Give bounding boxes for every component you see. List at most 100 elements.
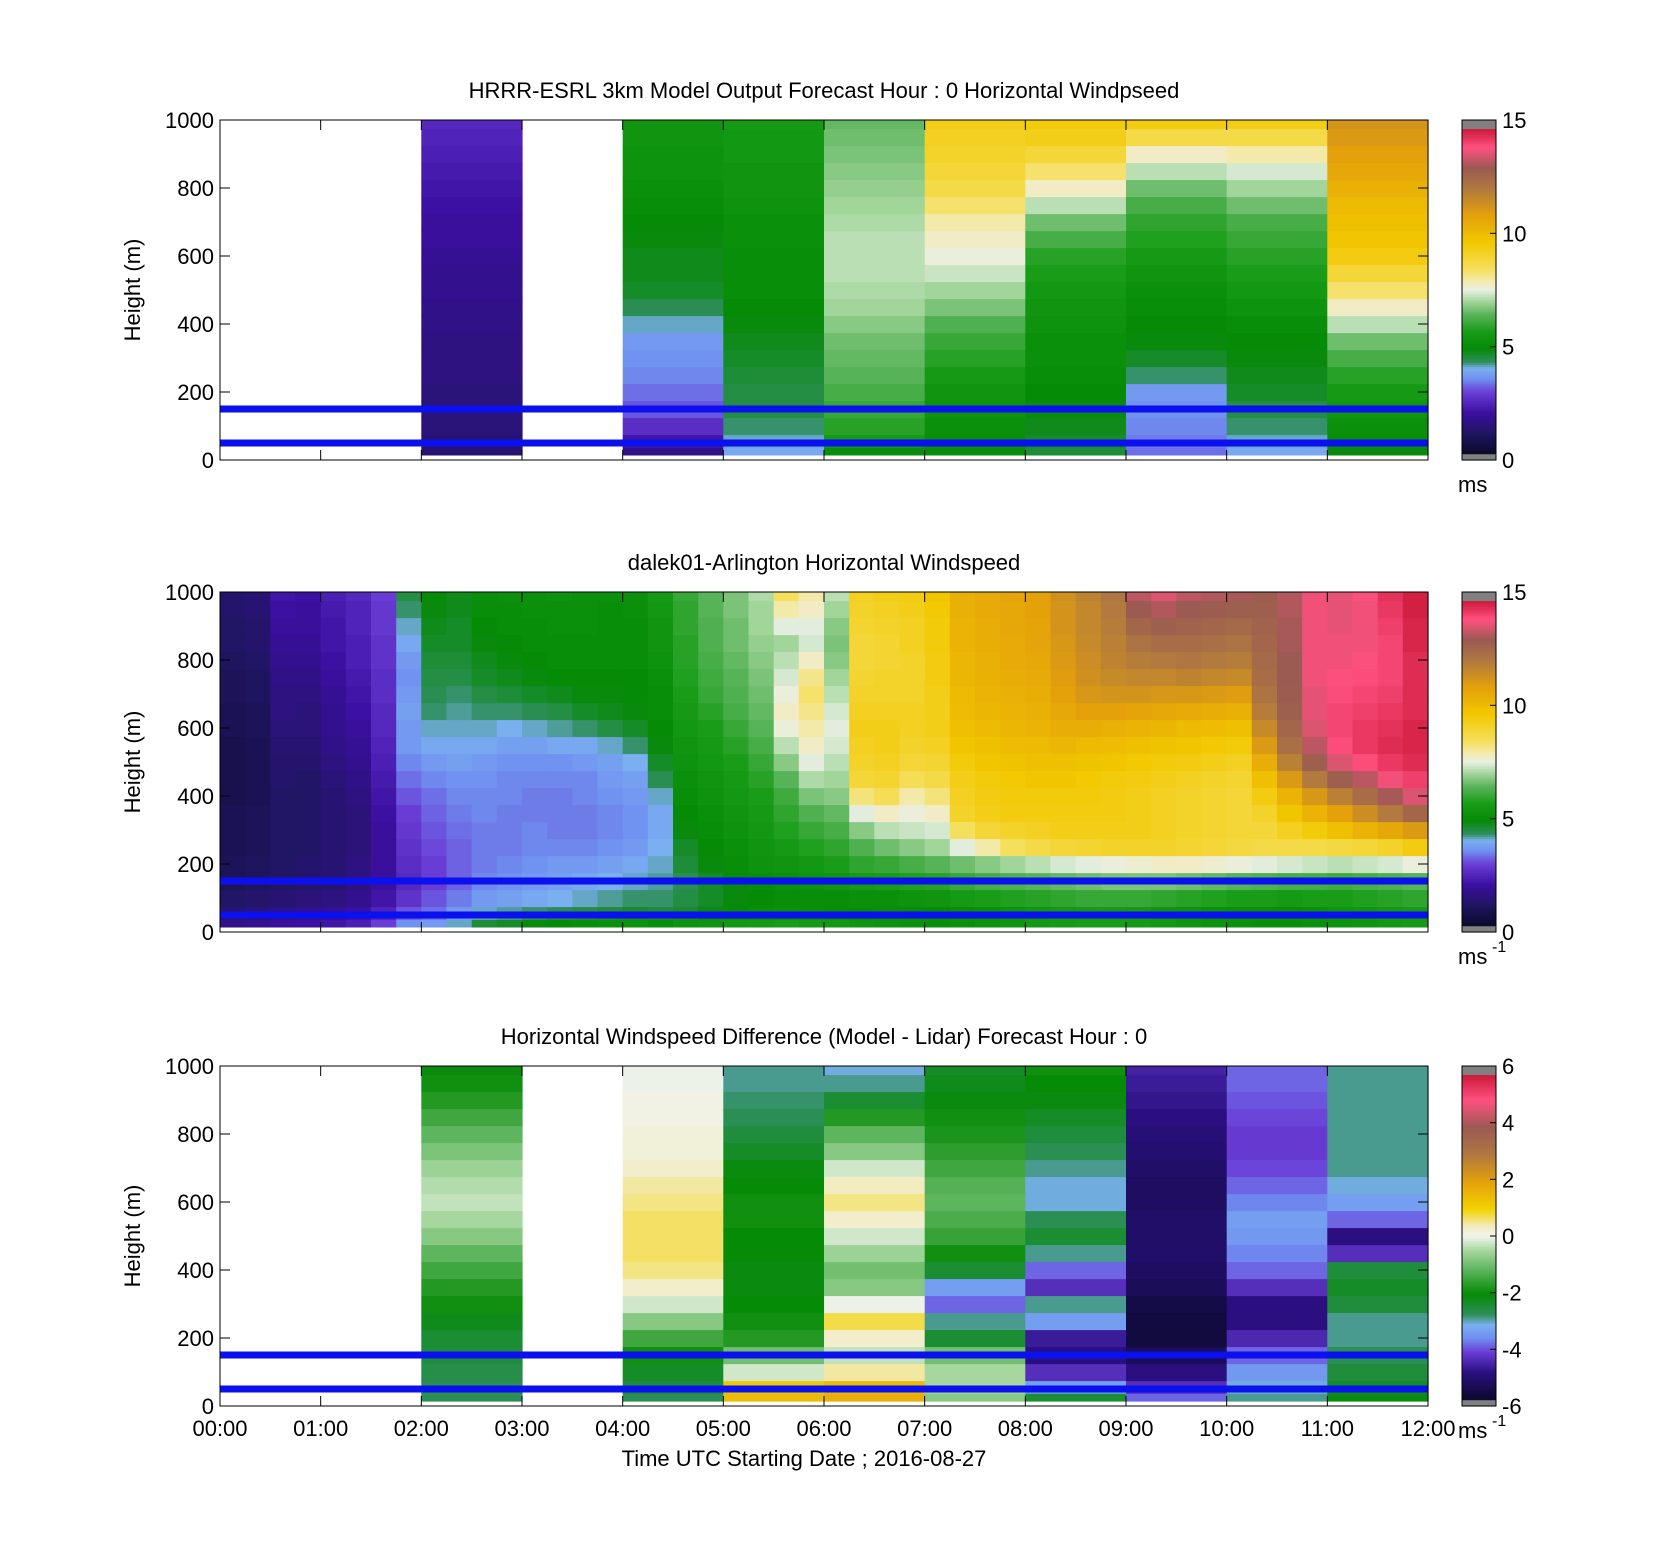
- heatmap-cell: [446, 634, 473, 653]
- colorbar-segment: [1462, 1170, 1496, 1173]
- heatmap-cell: [1277, 592, 1303, 602]
- colorbar-segment: [1462, 1367, 1496, 1371]
- heatmap-cell: [1226, 366, 1328, 385]
- colorbar-segment: [1462, 1117, 1496, 1120]
- heatmap-cell: [1377, 821, 1404, 840]
- colorbar-segment: [1462, 168, 1496, 172]
- heatmap-cell: [924, 770, 951, 789]
- heatmap-cell: [572, 787, 599, 806]
- heatmap-cell: [773, 617, 800, 636]
- heatmap-cell: [1126, 128, 1228, 147]
- heatmap-cell: [1251, 719, 1278, 738]
- colorbar-segment: [1462, 898, 1496, 901]
- heatmap-cell: [345, 855, 372, 874]
- heatmap-cell: [975, 634, 1001, 653]
- heatmap-cell: [1126, 120, 1228, 130]
- heatmap-cell: [647, 617, 674, 636]
- heatmap-cell: [295, 617, 322, 636]
- colorbar-segment: [1462, 215, 1496, 219]
- heatmap-cell: [572, 770, 599, 789]
- colorbar-segment: [1462, 810, 1496, 814]
- heatmap-cells: [421, 120, 1429, 456]
- heatmap-cell: [622, 1074, 724, 1093]
- colorbar-segment: [1462, 868, 1496, 871]
- heatmap-cell: [924, 1393, 1026, 1402]
- colorbar-segment: [1462, 385, 1496, 389]
- colorbar-segment: [1462, 154, 1496, 157]
- heatmap-cell: [421, 298, 523, 317]
- heatmap-cell: [1176, 804, 1203, 823]
- heatmap-cell: [1327, 1261, 1429, 1280]
- heatmap-cell: [949, 821, 976, 840]
- heatmap-cell: [1251, 855, 1278, 874]
- y-axis-label: Height (m): [120, 239, 145, 342]
- heatmap-cell: [572, 702, 599, 721]
- colorbar-segment: [1462, 1227, 1496, 1231]
- heatmap-cell: [270, 736, 297, 755]
- heatmap-cell: [1050, 668, 1077, 687]
- heatmap-cell: [345, 770, 372, 789]
- heatmap-cell: [1025, 1244, 1127, 1263]
- heatmap-cell: [1151, 668, 1177, 687]
- heatmap-cell: [1025, 1393, 1127, 1402]
- heatmap-cell: [245, 919, 271, 928]
- heatmap-cell: [647, 821, 674, 840]
- heatmap-cell: [1327, 787, 1354, 806]
- heatmap-cell: [1075, 719, 1102, 738]
- heatmap-cell: [1226, 383, 1328, 402]
- heatmap-cell: [1126, 838, 1152, 857]
- colorbar-segment: [1462, 1299, 1496, 1303]
- heatmap-cell: [345, 719, 372, 738]
- heatmap-cell: [320, 651, 347, 670]
- heatmap-cell: [1201, 702, 1228, 721]
- heatmap-cell: [320, 685, 347, 704]
- heatmap-cell: [673, 804, 699, 823]
- heatmap-cell: [1025, 417, 1127, 436]
- heatmap-cell: [1100, 855, 1127, 874]
- heatmap-cell: [773, 787, 800, 806]
- heatmap-cell: [1126, 855, 1152, 874]
- heatmap-cell: [421, 1393, 523, 1402]
- heatmap-cell: [1100, 592, 1127, 602]
- colorbar-segment: [1462, 683, 1496, 687]
- colorbar-segment: [1462, 1240, 1496, 1243]
- heatmap-cell: [1226, 230, 1328, 249]
- colorbar-segment: [1462, 222, 1496, 225]
- colorbar-segment: [1462, 638, 1496, 642]
- heatmap-cell: [723, 1244, 825, 1263]
- heatmap-cell: [1352, 753, 1379, 772]
- heatmap-cell: [522, 592, 548, 602]
- heatmap-cell: [975, 855, 1001, 874]
- heatmap-cell: [773, 919, 800, 928]
- colorbar-segment: [1462, 1321, 1496, 1324]
- heatmap-cell: [421, 162, 523, 181]
- heatmap-cell: [1402, 702, 1429, 721]
- heatmap-cell: [1352, 634, 1379, 653]
- colorbar-segment: [1462, 804, 1496, 808]
- heatmap-cell: [1201, 600, 1228, 619]
- heatmap-cell: [1126, 668, 1152, 687]
- colorbar-segment: [1462, 128, 1496, 132]
- colorbar-segment: [1462, 749, 1496, 752]
- heatmap-cell: [1226, 1295, 1328, 1314]
- colorbar-segment: [1462, 919, 1496, 922]
- colorbar-segment: [1462, 445, 1496, 448]
- heatmap-cell: [924, 919, 951, 928]
- colorbar-segment: [1462, 253, 1496, 257]
- heatmap-cell: [849, 668, 875, 687]
- colorbar-segment: [1462, 819, 1496, 823]
- heatmap-cell: [622, 1176, 724, 1195]
- heatmap-cell: [320, 889, 347, 908]
- heatmap-cell: [824, 162, 926, 181]
- heatmap-cell: [547, 592, 573, 602]
- heatmap-cell: [1000, 719, 1026, 738]
- heatmap-cell: [622, 787, 649, 806]
- heatmap-cell: [1126, 702, 1152, 721]
- heatmap-cell: [622, 1295, 724, 1314]
- heatmap-cell: [1327, 1295, 1429, 1314]
- heatmap-cell: [647, 736, 674, 755]
- heatmap-cell: [421, 787, 448, 806]
- heatmap-cell: [446, 600, 473, 619]
- colorbar-segment: [1462, 770, 1496, 774]
- heatmap-cell: [849, 821, 875, 840]
